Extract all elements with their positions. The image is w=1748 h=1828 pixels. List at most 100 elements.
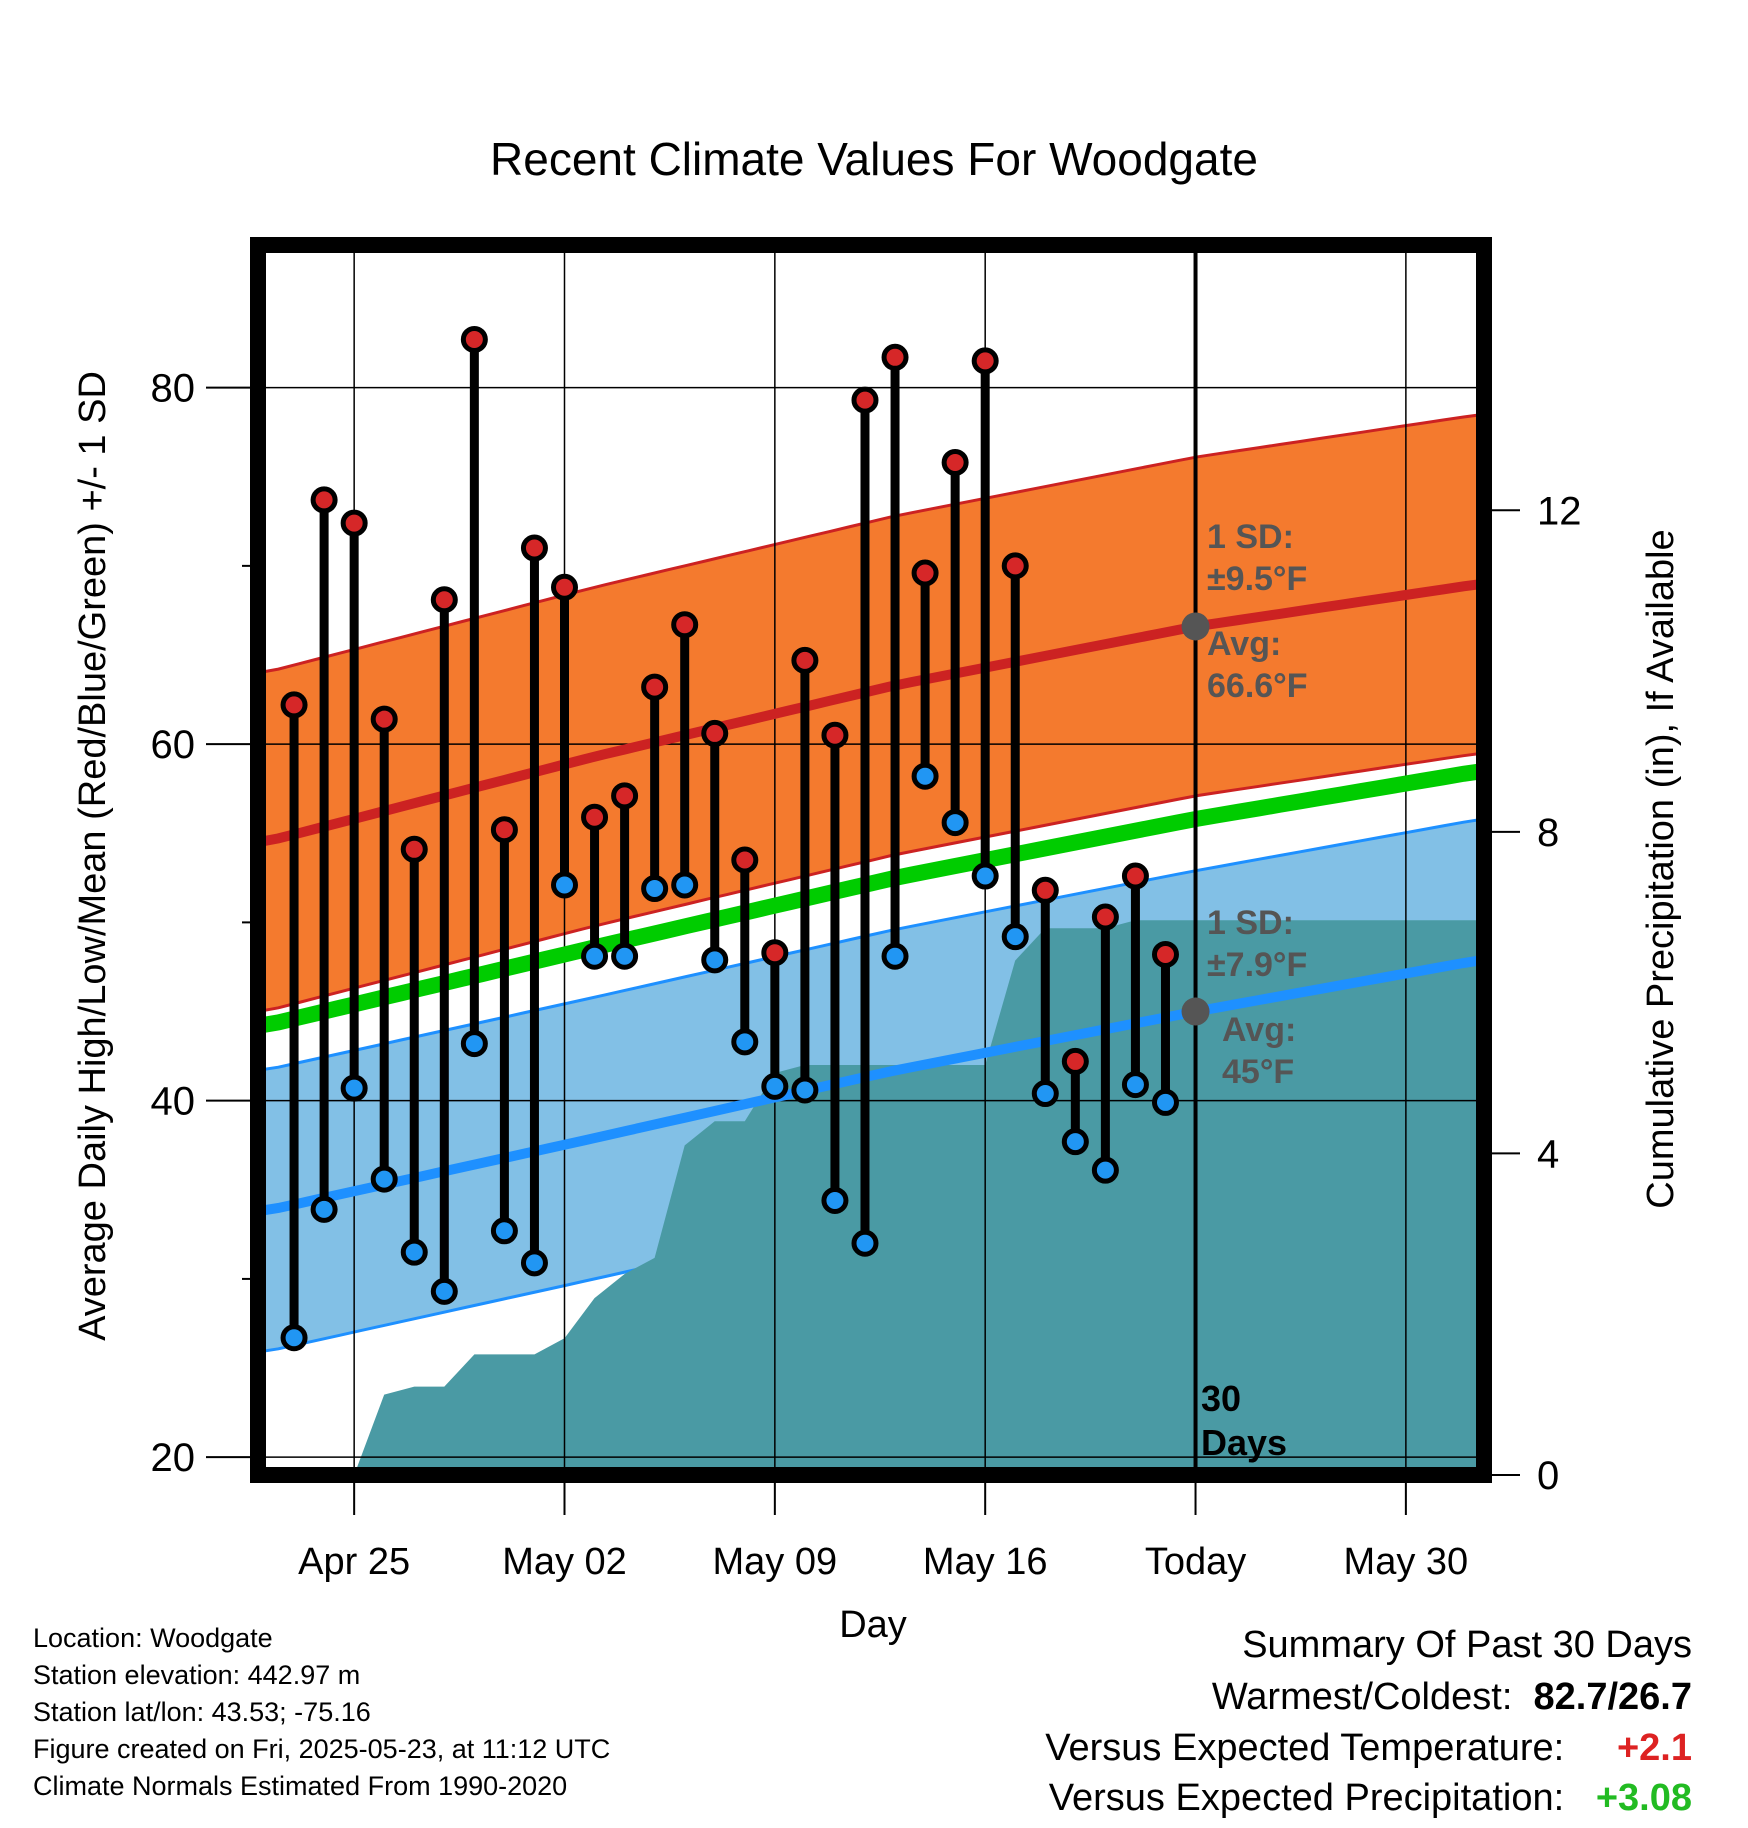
high-temp-point [581,803,609,831]
low-temp-point [701,946,729,974]
low-temp-point [1031,1080,1059,1108]
low-temp-point [821,1186,849,1214]
y-tick-label: 60 [151,723,196,767]
low-temp-point [460,1030,488,1058]
low-sd-value: ±7.9°F [1207,946,1307,984]
y2-tick-label: 8 [1537,811,1559,855]
low-temp-point [581,942,609,970]
high-temp-point [821,721,849,749]
x-tick-label: May 16 [923,1541,1048,1583]
y-tick-label: 20 [151,1436,196,1480]
low-temp-point [971,862,999,890]
low-temp-point [490,1217,518,1245]
x-tick-label: May 09 [713,1541,838,1583]
summary-title: Summary Of Past 30 Days [1242,1624,1692,1666]
high-temp-point [761,939,789,967]
days-count-label: 30 [1201,1378,1241,1419]
low-temp-point [851,1229,879,1257]
temp-anomaly-label: Versus Expected Temperature: [1045,1727,1565,1769]
low-temp-point [911,762,939,790]
low-temp-point [641,875,669,903]
y2-tick-label: 12 [1537,489,1582,533]
elevation-text: Station elevation: 442.97 m [33,1660,361,1690]
high-temp-point [791,646,819,674]
low-sd-label: 1 SD: [1207,904,1294,942]
high-temp-point [280,691,308,719]
summary-warmest-coldest: Warmest/Coldest: 82.7/26.7 [1212,1676,1692,1719]
high-avg-label: Avg: [1207,625,1281,663]
y-tick-label: 40 [151,1080,196,1124]
high-temp-point [701,719,729,747]
high-temp-point [611,782,639,810]
y-axis-label: Average Daily High/Low/Mean (Red/Blue/Gr… [72,371,114,1341]
today-high-normal-marker [1181,612,1210,641]
plot-area: 1 SD: ±9.5°F Avg: 66.6°F 1 SD: ±7.9°F Avg: 45°F… [151,237,1582,1583]
x-axis-label: Day [839,1604,907,1646]
low-temp-point [791,1076,819,1104]
x-tick-label: May 02 [502,1541,627,1583]
high-normal-line [258,578,1484,848]
low-temp-point [430,1277,458,1305]
low-temp-point [1061,1128,1089,1156]
high-temp-point [460,325,488,353]
low-temp-point [370,1165,398,1193]
high-temp-point [310,486,338,514]
low-avg-label: Avg: [1222,1011,1296,1049]
high-temp-point [370,705,398,733]
temp-anomaly-value: +2.1 [1616,1727,1692,1769]
low-normal-line [258,954,1484,1217]
location-text: Location: Woodgate [33,1623,273,1653]
high-temp-point [641,673,669,701]
low-temp-point [1121,1071,1149,1099]
days-word-label: Days [1201,1422,1287,1463]
x-tick-label: Today [1145,1541,1246,1583]
plot-inner [258,245,1484,1475]
low-temp-point [1001,923,1029,951]
low-temp-point [1091,1156,1119,1184]
today-low-normal-marker [1181,997,1210,1026]
plot-frame [250,237,1492,1483]
normals-text: Climate Normals Estimated From 1990-2020 [33,1771,568,1801]
low-temp-point [941,809,969,837]
high-temp-point [520,534,548,562]
high-temp-point [1001,552,1029,580]
x-tick-label: May 30 [1344,1541,1469,1583]
latlon-text: Station lat/lon: 43.53; -75.16 [33,1697,371,1727]
high-temp-point [851,386,879,414]
high-temp-point [1151,940,1179,968]
high-temp-point [430,586,458,614]
cumulative-precip-area [354,920,1484,1475]
low-temp-point [761,1072,789,1100]
created-text: Figure created on Fri, 2025-05-23, at 11… [33,1734,611,1764]
precip-anomaly-label: Versus Expected Precipitation: [1048,1777,1565,1819]
low-temp-point [520,1249,548,1277]
high-temp-point [1091,903,1119,931]
x-tick-label: Apr 25 [298,1541,410,1583]
precip-anomaly-value: +3.08 [1595,1777,1692,1819]
high-temp-point [671,611,699,639]
summary-precipitation: Versus Expected Precipitation: +3.08 [1049,1777,1692,1820]
low-temp-point [731,1028,759,1056]
y2-tick-label: 0 [1537,1454,1559,1498]
low-avg-value: 45°F [1222,1053,1294,1091]
high-temp-point [340,509,368,537]
high-avg-value: 66.6°F [1207,667,1308,705]
high-temp-point [551,573,578,601]
high-temp-point [881,343,909,371]
high-temp-point [971,347,999,375]
mean-normal-line [258,762,1484,1034]
high-sd-value: ±9.5°F [1207,560,1307,598]
low-temp-point [671,871,699,899]
high-temp-point [1121,862,1149,890]
low-temp-point [611,942,639,970]
y-tick-label: 80 [151,367,196,411]
high-sd-label: 1 SD: [1207,518,1294,556]
chart-title: Recent Climate Values For Woodgate [490,133,1258,185]
low-temp-point [551,871,578,899]
low-temp-point [400,1238,428,1266]
summary-temperature: Versus Expected Temperature: +2.1 [1045,1727,1692,1770]
high-temp-point [911,559,939,587]
warmest-coldest-label: Warmest/Coldest: [1211,1676,1513,1718]
low-temp-point [881,942,909,970]
